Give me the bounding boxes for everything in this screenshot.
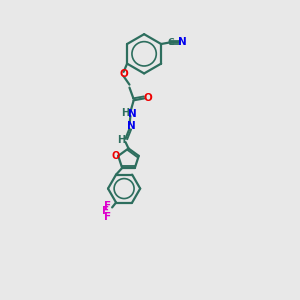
Text: H: H	[117, 135, 125, 145]
Text: O: O	[119, 69, 128, 79]
Text: F: F	[104, 212, 111, 222]
Text: O: O	[112, 151, 120, 161]
Text: N: N	[127, 122, 136, 131]
Text: F: F	[104, 201, 111, 211]
Text: N: N	[128, 109, 137, 119]
Text: H: H	[122, 108, 130, 118]
Text: F: F	[102, 206, 109, 216]
Text: C: C	[167, 38, 174, 46]
Text: N: N	[178, 38, 187, 47]
Text: O: O	[143, 93, 152, 103]
